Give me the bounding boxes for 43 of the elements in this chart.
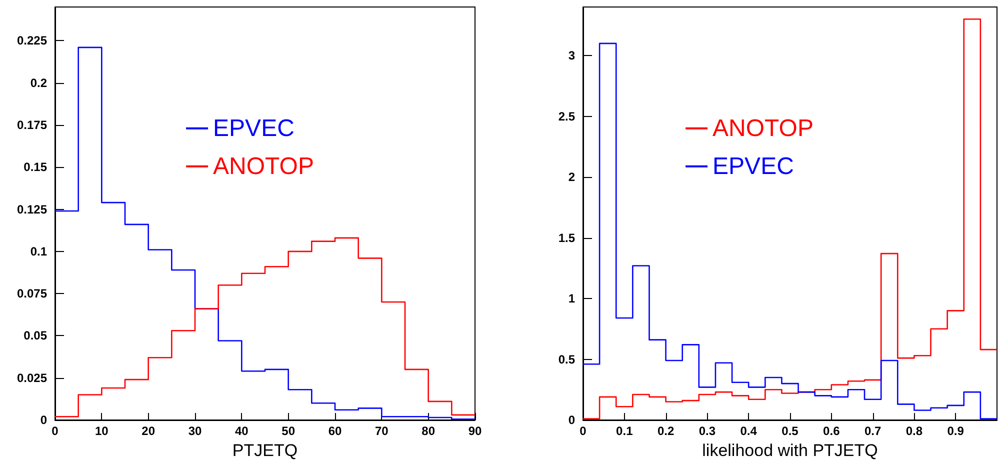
x-tick-label: 60 <box>328 424 342 438</box>
y-tick-label: 0.05 <box>24 328 48 343</box>
y-tick-label: 2 <box>568 170 576 184</box>
x-tick-label: 0 <box>580 424 587 438</box>
y-tick-label: 1.5 <box>558 230 576 245</box>
x-axis-title: likelihood with PTJETQ <box>702 441 878 460</box>
x-tick-label: 0.8 <box>906 424 923 438</box>
y-tick-label: 1 <box>568 292 576 306</box>
x-tick-label: 0.9 <box>947 424 964 438</box>
x-tick-label: 40 <box>234 424 249 438</box>
y-tick-label: 0 <box>568 413 576 427</box>
x-tick-label: 0.6 <box>823 424 840 438</box>
legend-label: ANOTOP <box>712 114 814 142</box>
x-tick-label: 0.7 <box>864 424 882 438</box>
y-tick-label: 0.1 <box>30 244 48 258</box>
y-tick-label: 0.2 <box>30 76 48 90</box>
y-tick-label: 0.075 <box>16 286 48 301</box>
y-tick-label: 0.5 <box>558 352 576 366</box>
y-tick-label: 0 <box>40 413 48 427</box>
x-tick-label: 0.3 <box>698 424 716 438</box>
x-tick-label: 80 <box>422 424 436 438</box>
y-tick-label: 0.025 <box>16 370 48 385</box>
x-tick-label: 10 <box>94 424 109 438</box>
x-tick-label: 90 <box>468 424 482 438</box>
x-tick-label: 0.4 <box>740 424 758 438</box>
x-tick-label: 20 <box>142 424 156 438</box>
x-tick-label: 50 <box>282 424 296 438</box>
y-tick-label: 2.5 <box>558 109 576 124</box>
x-tick-label: 0 <box>52 424 59 438</box>
x-tick-label: 70 <box>374 424 389 438</box>
y-tick-label: 0.225 <box>16 34 48 48</box>
y-tick-label: 0.15 <box>24 160 48 174</box>
y-tick-label: 0.125 <box>16 202 48 216</box>
legend-label: EPVEC <box>213 114 294 142</box>
x-axis-title: PTJETQ <box>232 441 298 460</box>
x-tick-label: 30 <box>188 424 202 438</box>
x-tick-label: 0.2 <box>657 424 674 438</box>
x-tick-label: 0.5 <box>782 424 799 438</box>
y-tick-label: 3 <box>568 48 576 63</box>
y-tick-label: 0.175 <box>16 118 48 132</box>
x-tick-label: 0.1 <box>616 424 634 438</box>
legend-label: EPVEC <box>712 152 794 180</box>
legend-label: ANOTOP <box>213 152 314 180</box>
